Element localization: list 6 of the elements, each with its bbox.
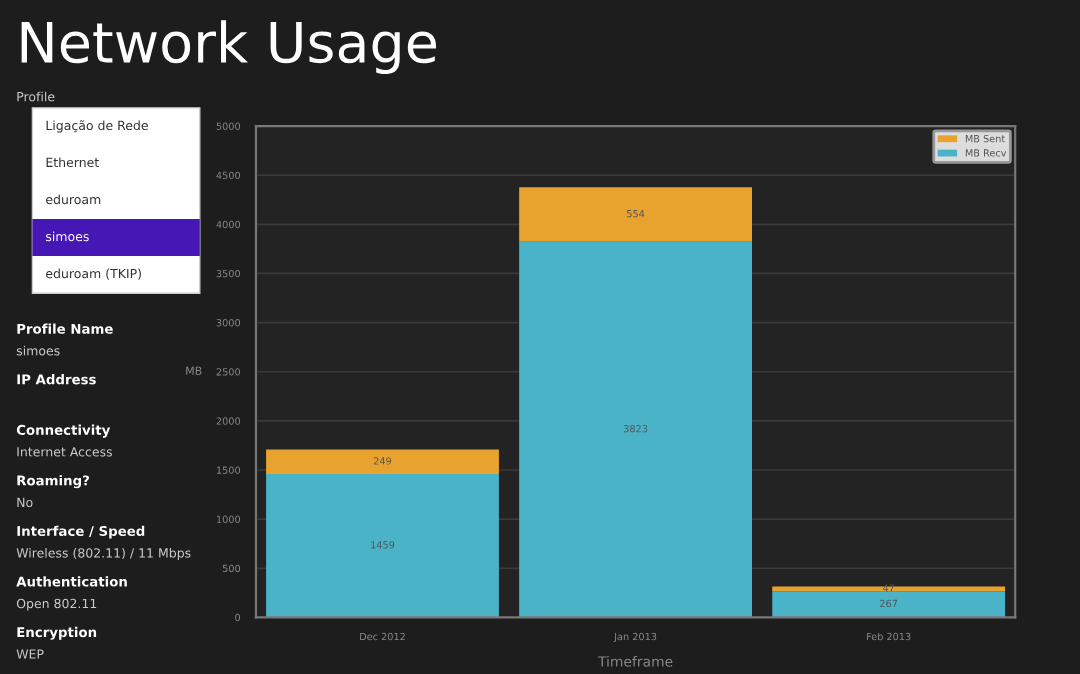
bar <box>266 474 499 618</box>
bar <box>266 449 499 475</box>
bar <box>519 187 752 242</box>
bar <box>519 241 752 618</box>
chart-title: Network Usage <box>21 20 436 75</box>
bar <box>772 591 1006 618</box>
